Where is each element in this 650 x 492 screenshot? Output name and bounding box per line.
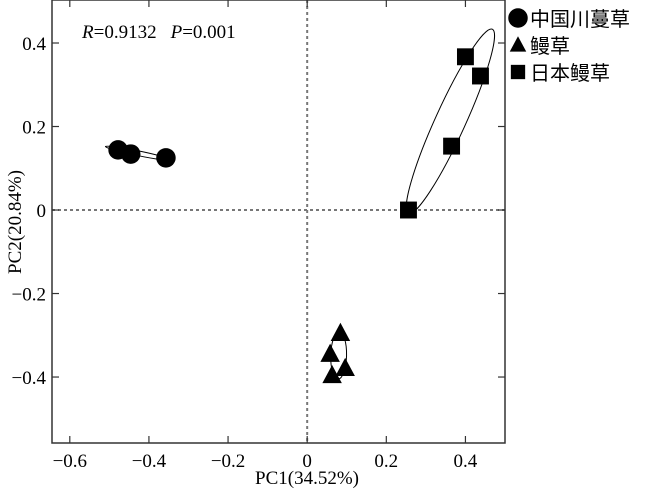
- legend-marker-square: [510, 64, 526, 80]
- data-point-square: [456, 48, 474, 66]
- x-tick-label: −0.4: [132, 451, 167, 472]
- legend-marker-circle: [508, 8, 528, 28]
- x-tick-label: 0: [302, 451, 312, 472]
- legend-label: 中国川蔓草: [530, 8, 630, 31]
- axis-ticks: −0.6 −0.4 −0.2 0 0.2 0.4 −0.4 −0.2 0 0.2 0.4: [12, 0, 505, 472]
- legend-label: 鳗草: [530, 35, 570, 58]
- data-marks: [104, 28, 496, 384]
- data-point-square: [472, 67, 489, 85]
- data-point-circle: [120, 144, 141, 164]
- y-axis-label: PC2(20.84%): [5, 170, 26, 274]
- data-point-triangle: [322, 364, 342, 384]
- confidence-ellipse: [405, 28, 496, 215]
- data-point-circle: [156, 148, 176, 168]
- x-axis-label: PC1(34.52%): [255, 468, 359, 489]
- legend-label: 日本鳗草: [530, 62, 610, 85]
- y-tick-label: 0.4: [22, 34, 46, 55]
- plot-area: [51, 0, 506, 444]
- y-tick-label: −0.4: [12, 368, 47, 389]
- data-point-triangle: [335, 357, 355, 377]
- legend-marker-triangle: [509, 36, 527, 52]
- data-point-square: [443, 137, 461, 155]
- plot-frame: [51, 0, 506, 444]
- y-tick-label: 0.2: [22, 118, 46, 139]
- x-tick-label: 0.2: [374, 451, 398, 472]
- y-tick-label: 0: [37, 201, 47, 222]
- data-point-triangle: [320, 343, 340, 362]
- y-tick-label: −0.2: [12, 285, 46, 306]
- data-point-triangle: [330, 322, 351, 341]
- stats-annotation: R=0.9132 P=0.001: [81, 22, 236, 43]
- x-tick-label: −0.2: [211, 451, 245, 472]
- data-point-square: [400, 201, 417, 219]
- x-tick-label: −0.6: [53, 451, 87, 472]
- x-tick-label: 0.4: [454, 451, 478, 472]
